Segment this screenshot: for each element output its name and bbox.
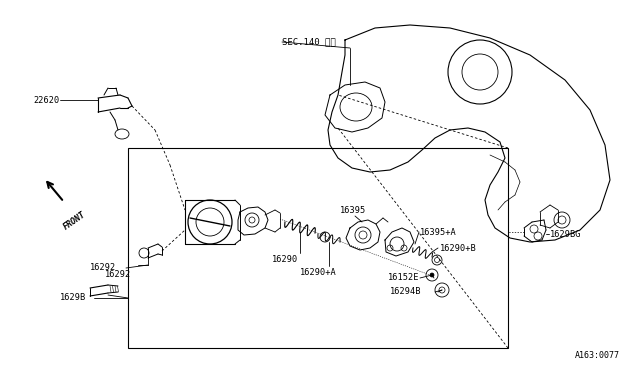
Text: 1629BG: 1629BG — [550, 230, 582, 238]
Text: 16290: 16290 — [272, 255, 298, 264]
Bar — [128, 148, 508, 348]
Text: A163:0077: A163:0077 — [575, 350, 620, 359]
Circle shape — [430, 273, 434, 277]
Text: FRONT: FRONT — [62, 210, 88, 232]
Text: 16292: 16292 — [90, 263, 116, 273]
Text: 16294B: 16294B — [390, 288, 422, 296]
Text: 16395+A: 16395+A — [420, 228, 457, 237]
Text: 16292: 16292 — [105, 270, 131, 279]
Text: SEC.140 参照: SEC.140 参照 — [282, 38, 336, 46]
Text: 16290+B: 16290+B — [440, 244, 477, 253]
Text: 16290+A: 16290+A — [300, 268, 337, 277]
Text: 22620: 22620 — [34, 96, 60, 105]
Text: 16395: 16395 — [340, 206, 366, 215]
Text: 16152E: 16152E — [388, 273, 419, 282]
Text: 1629B: 1629B — [60, 294, 86, 302]
